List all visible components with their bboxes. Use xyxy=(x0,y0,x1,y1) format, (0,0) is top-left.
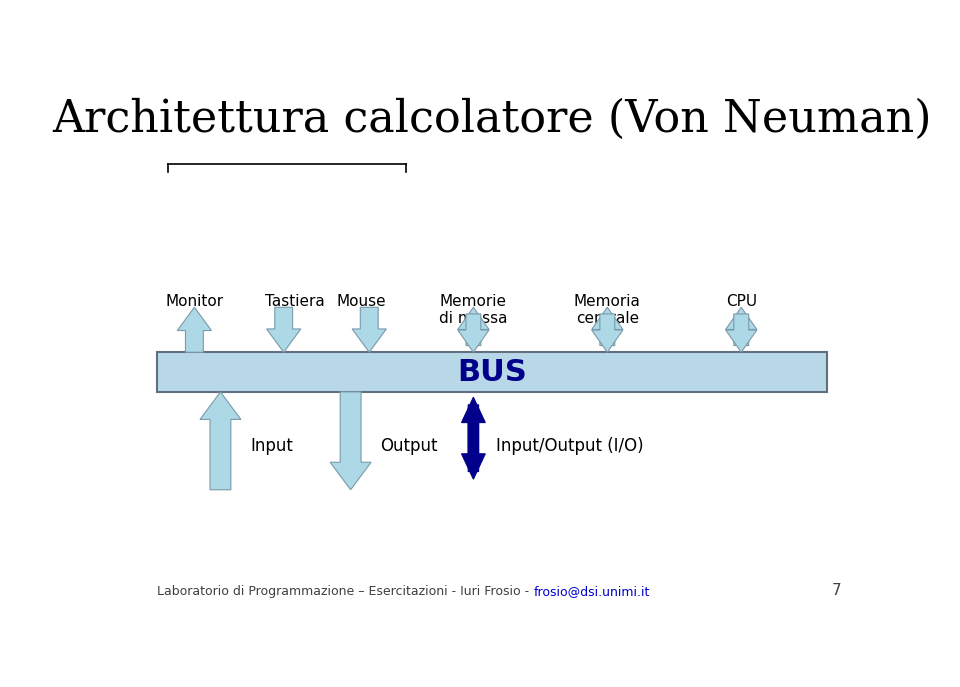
Text: CPU: CPU xyxy=(726,294,756,309)
Polygon shape xyxy=(726,314,756,352)
Text: Architettura calcolatore (Von Neuman): Architettura calcolatore (Von Neuman) xyxy=(52,98,932,142)
Text: Memoria
centrale: Memoria centrale xyxy=(574,294,640,326)
Polygon shape xyxy=(330,392,372,490)
Text: Laboratorio di Programmazione – Esercitazioni - Iuri Frosio -: Laboratorio di Programmazione – Esercita… xyxy=(157,585,534,598)
Polygon shape xyxy=(267,307,300,352)
Text: 7: 7 xyxy=(832,583,842,598)
Text: frosio@dsi.unimi.it: frosio@dsi.unimi.it xyxy=(534,585,650,598)
Polygon shape xyxy=(458,307,489,346)
Text: Memorie
di massa: Memorie di massa xyxy=(439,294,508,326)
Polygon shape xyxy=(591,314,623,352)
Text: Mouse: Mouse xyxy=(337,294,387,309)
Bar xyxy=(157,352,827,392)
Polygon shape xyxy=(462,405,486,480)
Polygon shape xyxy=(726,307,756,346)
Polygon shape xyxy=(178,307,211,352)
Text: Input/Output (I/O): Input/Output (I/O) xyxy=(495,437,643,455)
Polygon shape xyxy=(458,314,489,352)
Polygon shape xyxy=(352,307,386,352)
Polygon shape xyxy=(462,397,486,471)
Polygon shape xyxy=(200,392,241,490)
Text: Tastiera: Tastiera xyxy=(265,294,324,309)
Text: Output: Output xyxy=(380,437,438,455)
Polygon shape xyxy=(591,307,623,346)
Text: Monitor: Monitor xyxy=(165,294,224,309)
Text: Input: Input xyxy=(251,437,293,455)
Text: BUS: BUS xyxy=(457,357,527,387)
